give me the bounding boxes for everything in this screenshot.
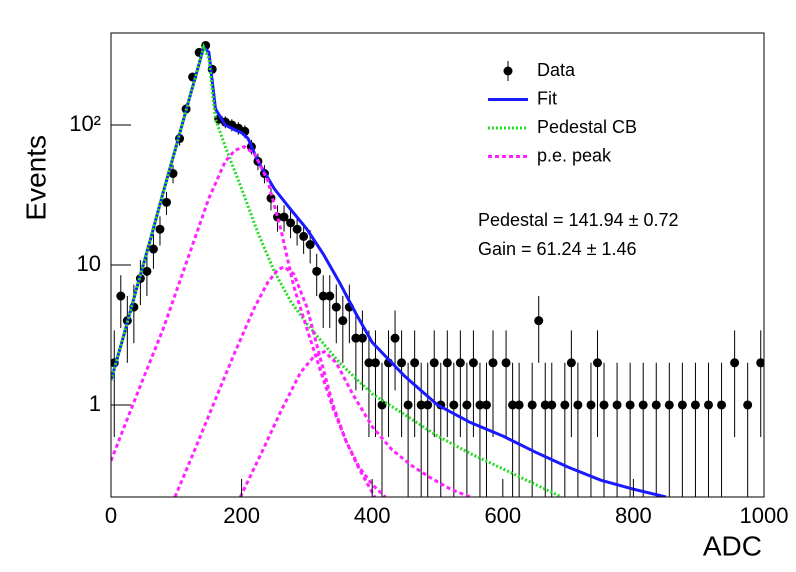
- data-point: [390, 333, 400, 343]
- data-point: [142, 266, 152, 276]
- data-point: [540, 400, 550, 410]
- data-point: [299, 231, 309, 241]
- data-point: [305, 240, 315, 250]
- data-point: [325, 291, 335, 301]
- data-point: [573, 400, 583, 410]
- data-point: [318, 291, 328, 301]
- x-tick-label: 400: [354, 503, 391, 528]
- data-point: [501, 358, 511, 368]
- annotation: Pedestal = 141.94 ± 0.72: [478, 210, 679, 230]
- fit-curve: [173, 265, 387, 497]
- plot-area: [111, 40, 764, 497]
- data-point: [455, 358, 465, 368]
- data-point: [423, 400, 433, 410]
- data-point: [338, 316, 348, 326]
- fit-curve: [111, 42, 563, 497]
- data-point: [743, 400, 753, 410]
- y-tick-label: 1: [89, 391, 101, 416]
- legend-label: p.e. peak: [537, 145, 612, 165]
- data-point: [377, 400, 387, 410]
- data-point: [664, 400, 674, 410]
- data-point: [162, 197, 172, 207]
- legend-label: Pedestal CB: [537, 117, 637, 137]
- data-point: [651, 400, 661, 410]
- y-tick-label: 10²: [69, 111, 101, 136]
- data-point: [566, 358, 576, 368]
- data-point: [429, 358, 439, 368]
- data-point: [351, 333, 361, 343]
- data-point: [273, 212, 283, 222]
- data-point: [703, 400, 713, 410]
- data-point: [279, 212, 289, 222]
- legend-marker: [503, 66, 513, 76]
- data-point: [638, 400, 648, 410]
- data-point: [534, 316, 544, 326]
- data-point: [625, 400, 635, 410]
- data-point: [155, 224, 165, 234]
- data-point: [547, 400, 557, 410]
- data-point: [599, 400, 609, 410]
- data-point: [527, 400, 537, 410]
- data-point: [514, 400, 524, 410]
- data-point: [677, 400, 687, 410]
- x-tick-label: 1000: [740, 503, 789, 528]
- annotation: Gain = 61.24 ± 1.46: [478, 239, 637, 259]
- data-point: [468, 358, 478, 368]
- data-point: [730, 358, 740, 368]
- data-point: [462, 400, 472, 410]
- x-tick-label: 600: [484, 503, 521, 528]
- data-point: [286, 218, 296, 228]
- data-point: [592, 358, 602, 368]
- data-point: [397, 358, 407, 368]
- x-tick-label: 800: [615, 503, 652, 528]
- data-point: [292, 224, 302, 234]
- data-point: [416, 400, 426, 410]
- data-point: [312, 266, 322, 276]
- data-point: [586, 400, 596, 410]
- data-point: [331, 302, 341, 312]
- x-axis-title: ADC: [703, 530, 762, 561]
- data-point: [612, 400, 622, 410]
- fit-curve: [238, 349, 471, 497]
- data-point: [168, 169, 178, 179]
- data-point: [370, 358, 380, 368]
- data-point: [508, 400, 518, 410]
- data-point: [481, 400, 491, 410]
- x-tick-label: 0: [105, 503, 117, 528]
- data-point: [148, 244, 158, 254]
- data-point: [560, 400, 570, 410]
- data-point: [403, 400, 413, 410]
- data-point: [364, 358, 374, 368]
- data-point: [449, 400, 459, 410]
- y-tick-label: 10: [77, 251, 101, 276]
- data-point: [357, 333, 367, 343]
- data-point: [756, 358, 764, 368]
- x-tick-label: 200: [223, 503, 260, 528]
- data-point: [475, 400, 485, 410]
- data-point: [442, 358, 452, 368]
- data-point: [717, 400, 727, 410]
- legend-label: Data: [537, 60, 576, 80]
- data-point: [488, 358, 498, 368]
- legend-label: Fit: [537, 88, 557, 108]
- data-point: [410, 358, 420, 368]
- y-axis-title: Events: [20, 135, 51, 221]
- data-point: [116, 291, 126, 301]
- data-point: [690, 400, 700, 410]
